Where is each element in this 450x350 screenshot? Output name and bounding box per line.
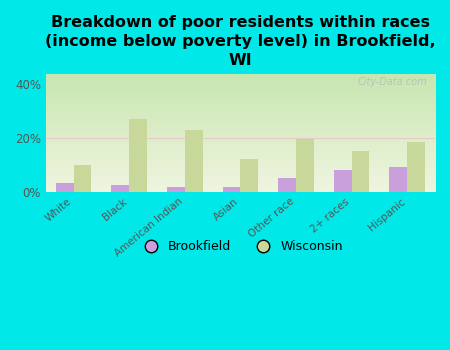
Bar <box>56 183 74 191</box>
Bar <box>389 167 407 191</box>
Bar <box>185 130 202 191</box>
Bar <box>167 188 185 191</box>
Text: City-Data.com: City-Data.com <box>358 77 427 87</box>
Bar <box>278 178 296 191</box>
Bar <box>351 151 369 191</box>
Bar <box>223 188 240 191</box>
Bar <box>296 139 314 191</box>
Bar <box>240 159 258 191</box>
Legend: Brookfield, Wisconsin: Brookfield, Wisconsin <box>133 236 348 258</box>
Bar <box>334 170 351 191</box>
Bar <box>112 185 129 191</box>
Bar <box>407 142 425 191</box>
Title: Breakdown of poor residents within races
(income below poverty level) in Brookfi: Breakdown of poor residents within races… <box>45 15 436 68</box>
Bar <box>74 165 91 191</box>
Bar <box>129 119 147 191</box>
